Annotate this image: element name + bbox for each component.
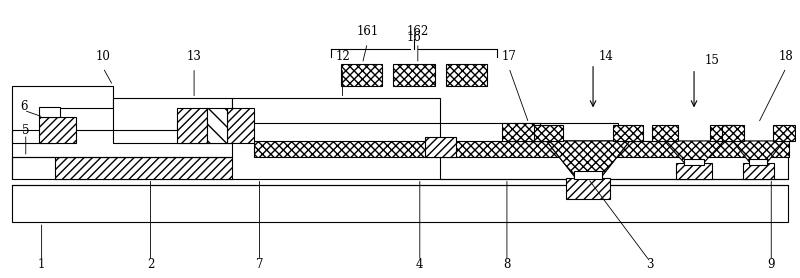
Text: 18: 18 — [778, 50, 794, 63]
Bar — [446, 64, 487, 86]
Text: 161: 161 — [356, 24, 378, 38]
Polygon shape — [232, 98, 440, 123]
Polygon shape — [733, 141, 784, 165]
Polygon shape — [440, 123, 788, 178]
Text: 2: 2 — [147, 258, 154, 271]
Polygon shape — [113, 98, 232, 130]
Bar — [55, 157, 232, 178]
Bar — [710, 125, 736, 141]
Text: 14: 14 — [598, 50, 614, 63]
Text: 10: 10 — [95, 50, 110, 63]
Bar — [722, 125, 743, 141]
Text: 8: 8 — [503, 258, 510, 271]
Bar — [613, 125, 642, 141]
Polygon shape — [546, 141, 630, 178]
Bar — [653, 125, 678, 141]
Text: 162: 162 — [406, 24, 429, 38]
Bar — [38, 117, 76, 143]
Text: 3: 3 — [646, 258, 654, 271]
Text: 17: 17 — [502, 50, 516, 63]
Polygon shape — [546, 141, 630, 178]
Bar — [178, 108, 207, 143]
Bar — [742, 163, 774, 178]
Bar — [750, 159, 767, 165]
Text: 13: 13 — [186, 50, 202, 63]
Bar — [534, 125, 563, 141]
Bar — [226, 108, 254, 143]
Bar — [341, 64, 382, 86]
Bar — [574, 171, 602, 178]
Text: 5: 5 — [22, 124, 30, 136]
Text: 1: 1 — [38, 258, 46, 271]
Bar — [774, 125, 795, 141]
Text: 16: 16 — [406, 31, 422, 44]
Bar — [684, 159, 704, 165]
Text: 15: 15 — [705, 54, 719, 67]
Polygon shape — [664, 141, 724, 165]
Bar — [425, 137, 457, 157]
Text: 7: 7 — [256, 258, 263, 271]
Bar — [254, 141, 789, 157]
Text: 9: 9 — [767, 258, 775, 271]
Text: 12: 12 — [335, 50, 350, 63]
Bar — [393, 64, 434, 86]
Bar — [207, 108, 226, 143]
Text: 4: 4 — [416, 258, 423, 271]
Bar — [12, 185, 788, 222]
Bar — [566, 178, 610, 199]
Polygon shape — [12, 86, 113, 143]
Polygon shape — [12, 130, 232, 178]
Text: 6: 6 — [20, 100, 27, 113]
Bar — [676, 163, 712, 178]
Bar — [38, 107, 61, 117]
Bar — [502, 123, 539, 141]
